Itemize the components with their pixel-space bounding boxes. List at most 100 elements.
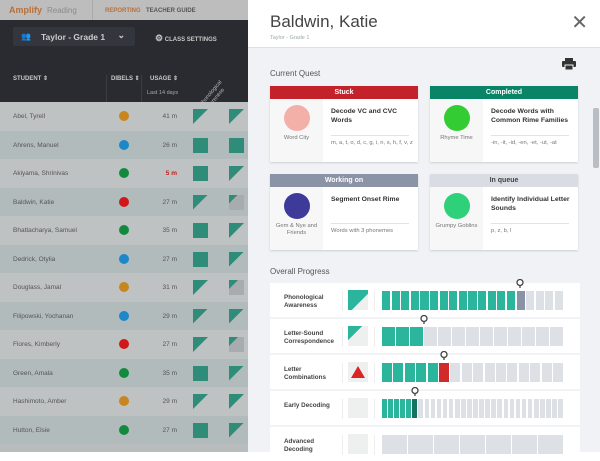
print-icon[interactable] — [562, 58, 576, 70]
close-icon[interactable]: ✕ — [571, 12, 588, 34]
progress-row[interactable]: Advanced Decoding — [270, 427, 580, 461]
quest-detail: m, a, t, o, d, c, g, i, n, s, h, f, v, z — [331, 140, 413, 146]
skill-progress-icon[interactable] — [193, 280, 208, 295]
table-row[interactable]: Green, Amala 35 m — [0, 358, 248, 387]
progress-segment — [454, 399, 460, 418]
student-name[interactable]: Douglass, Jamal — [13, 284, 62, 291]
progress-row[interactable]: Letter Combinations — [270, 351, 580, 389]
student-name[interactable]: Baldwin, Katie — [13, 198, 55, 206]
sort-student[interactable]: STUDENT ⇕ — [13, 76, 49, 82]
skill-progress-icon[interactable] — [229, 166, 244, 181]
sort-dibels[interactable]: DIBELS ⇕ — [111, 76, 140, 82]
dibels-status-dot — [119, 111, 129, 121]
dibels-status-dot — [119, 367, 129, 378]
top-nav: Amplify Reading REPORTING TEACHER GUIDE — [0, 0, 248, 20]
table-row[interactable]: Dedrick, Otylia 27 m — [0, 244, 248, 273]
table-row[interactable]: Bhattacharya, Samuel 35 m — [0, 216, 248, 245]
progress-row[interactable]: Phonological Awareness — [270, 279, 580, 317]
skill-progress-icon[interactable] — [193, 422, 208, 438]
skill-status-icon — [348, 434, 368, 454]
class-toolbar: 👥 Taylor - Grade 1 ⌄ ⚙ CLASS SETTINGS ST… — [0, 20, 248, 122]
skill-progress-icon[interactable] — [229, 308, 244, 324]
student-class: Taylor - Grade 1 — [270, 35, 310, 41]
skill-progress-icon[interactable] — [193, 308, 208, 324]
class-name: Taylor - Grade 1 — [41, 32, 106, 42]
student-name[interactable]: Hashimoto, Amber — [13, 398, 67, 405]
skill-progress-icon[interactable] — [229, 394, 244, 409]
skill-progress-icon[interactable] — [229, 337, 244, 352]
dibels-status-dot — [119, 196, 129, 207]
progress-segment — [439, 363, 449, 382]
table-row[interactable]: Douglass, Jamal 31 m — [0, 273, 248, 302]
quest-card[interactable]: In queue Grumpy Goblins Identify Individ… — [430, 174, 578, 250]
table-row[interactable]: Hutton, Elsie 27 m — [0, 415, 248, 444]
game-icon — [283, 193, 310, 219]
dibels-status-dot — [119, 339, 129, 349]
scrollbar[interactable] — [592, 48, 600, 452]
usage-value: 5 m — [165, 170, 177, 177]
table-row[interactable]: Baldwin, Katie 27 m — [0, 187, 248, 216]
progress-bar — [382, 435, 564, 454]
student-name[interactable]: Ahrens, Manuel — [13, 141, 59, 149]
divider — [342, 435, 343, 455]
skill-progress-icon[interactable] — [229, 365, 244, 381]
student-name[interactable]: Filipowski, Yochanan — [13, 312, 74, 320]
class-selector[interactable]: 👥 Taylor - Grade 1 ⌄ — [13, 27, 135, 46]
skill-progress-icon[interactable] — [229, 422, 244, 438]
skill-progress-icon[interactable] — [193, 251, 208, 267]
divider — [342, 291, 343, 311]
skill-label: Early Decoding — [284, 402, 330, 409]
skill-progress-icon[interactable] — [229, 280, 244, 295]
student-name[interactable]: Hutton, Elsie — [13, 426, 50, 434]
tab-reporting[interactable]: REPORTING — [105, 8, 141, 14]
scrollbar-thumb[interactable] — [593, 108, 599, 168]
table-row[interactable]: Filipowski, Yochanan 29 m — [0, 301, 248, 330]
location-pin-icon — [411, 387, 419, 396]
progress-bar — [382, 291, 564, 310]
table-row[interactable]: Akiyama, Shrinivas 5 m — [0, 159, 248, 188]
table-row[interactable]: Abel, Tyrell 41 m — [0, 102, 248, 131]
skill-progress-icon[interactable] — [193, 137, 208, 153]
class-settings-button[interactable]: ⚙ CLASS SETTINGS — [155, 33, 217, 44]
student-name[interactable]: Bhattacharya, Samuel — [13, 227, 77, 234]
skill-progress-icon[interactable] — [229, 194, 244, 210]
table-row[interactable]: Flores, Kimberly 27 m — [0, 330, 248, 359]
dibels-status-dot — [119, 253, 129, 264]
progress-segment — [430, 399, 436, 418]
student-name[interactable]: Akiyama, Shrinivas — [13, 170, 69, 177]
sort-usage[interactable]: USAGE ⇕ — [150, 76, 179, 82]
student-name[interactable]: Dedrick, Otylia — [13, 255, 56, 263]
product-name: Reading — [47, 6, 77, 15]
skill-progress-icon[interactable] — [193, 394, 208, 409]
skill-progress-icon[interactable] — [193, 109, 208, 124]
quest-detail: Words with 3 phonemes — [331, 228, 394, 234]
progress-segment — [535, 291, 544, 310]
skill-progress-icon[interactable] — [193, 337, 208, 352]
student-name[interactable]: Flores, Kimberly — [13, 341, 60, 348]
skill-progress-icon[interactable] — [193, 166, 208, 181]
progress-segment — [480, 327, 493, 346]
table-row[interactable]: Ahrens, Manuel 26 m — [0, 130, 248, 159]
skill-progress-icon[interactable] — [193, 365, 208, 381]
skill-progress-icon[interactable] — [229, 223, 244, 238]
progress-segment — [486, 435, 511, 454]
student-name[interactable]: Abel, Tyrell — [13, 113, 46, 120]
student-name[interactable]: Green, Amala — [13, 369, 53, 377]
quest-card[interactable]: Working on Gem & Nye and Friends Segment… — [270, 174, 418, 250]
table-row[interactable]: Hashimoto, Amber 29 m — [0, 387, 248, 416]
skill-progress-icon[interactable] — [229, 251, 244, 267]
progress-row[interactable]: Early Decoding — [270, 387, 580, 425]
skill-progress-icon[interactable] — [229, 109, 244, 124]
tab-teacher-guide[interactable]: TEACHER GUIDE — [146, 8, 196, 14]
brand-logo[interactable]: Amplify — [9, 5, 43, 15]
quest-card[interactable]: Stuck Word City Decode VC and CVC Words … — [270, 86, 418, 162]
skill-progress-icon[interactable] — [193, 194, 208, 210]
skill-progress-icon[interactable] — [193, 223, 208, 238]
quest-card[interactable]: Completed Rhyme Time Decode Words with C… — [430, 86, 578, 162]
quest-title: Decode VC and CVC Words — [331, 108, 398, 124]
users-icon: 👥 — [21, 32, 31, 41]
game-name: Grumpy Goblins — [435, 223, 478, 229]
skill-progress-icon[interactable] — [229, 137, 244, 153]
divider — [342, 327, 343, 347]
progress-row[interactable]: Letter-Sound Correspondence — [270, 315, 580, 353]
